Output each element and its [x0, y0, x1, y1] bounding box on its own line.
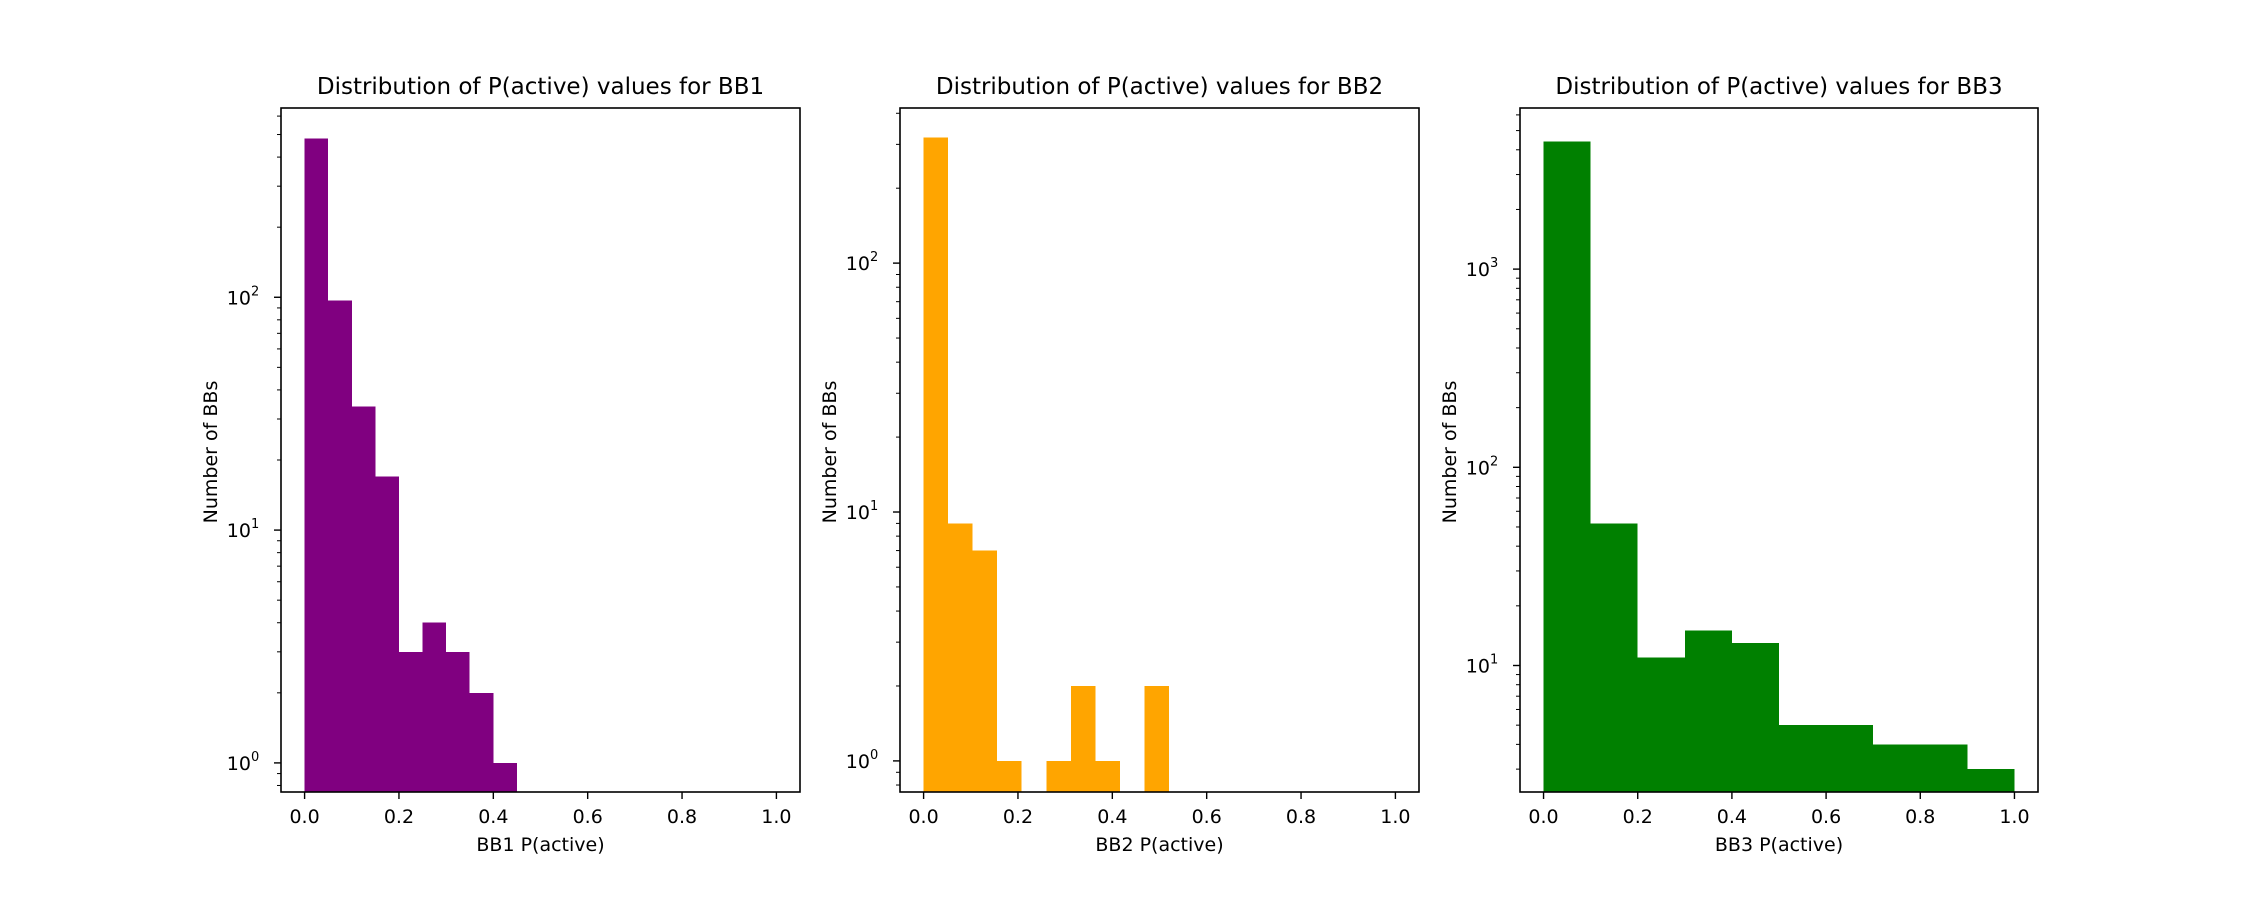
plot-frame: [280, 107, 801, 793]
bars: [923, 137, 1169, 792]
x-tick-label: 0.2: [1623, 806, 1653, 828]
bar-bin-1: [304, 138, 329, 792]
bars: [1543, 141, 2015, 792]
bar-bin-1: [923, 137, 949, 792]
y-tick-label: 103: [1466, 256, 1498, 281]
x-tick-label: 0.2: [384, 806, 414, 828]
bar-bin-2: [328, 300, 352, 792]
bar-bin-6: [1046, 760, 1071, 792]
bar-bin-1: [1543, 141, 1591, 792]
x-tick-label: 0.8: [667, 806, 697, 828]
bars: [304, 138, 517, 792]
chart-title: Distribution of P(active) values for BB2: [936, 74, 1383, 100]
bar-bin-6: [1779, 725, 1827, 792]
bar-bin-7: [1826, 725, 1874, 792]
bar-bin-7: [446, 651, 470, 792]
bar-bin-4: [375, 476, 399, 792]
bar-bin-4: [997, 760, 1022, 792]
y-tick-label: 101: [846, 499, 878, 524]
x-tick-label: 0.6: [1192, 806, 1222, 828]
bar-bin-3: [351, 406, 376, 792]
x-tick-label: 0.4: [1717, 806, 1747, 828]
bar-bin-5: [398, 651, 423, 792]
histogram-panel-2: 0.0 0.2 0.4 0.6 0.8 1.0 100 101 102 Distribution …: [819, 74, 1420, 856]
x-tick-label: 0.4: [478, 806, 508, 828]
histogram-panel-1: 0.0 0.2 0.4 0.6 0.8 1.0 100 101 102 Distribution …: [200, 74, 801, 856]
plot-frame: [1519, 107, 2039, 793]
bar-bin-8: [1095, 760, 1120, 792]
x-tick-label: 0.0: [908, 806, 938, 828]
y-tick-label: 101: [227, 517, 259, 542]
bar-bin-3: [1637, 657, 1685, 792]
x-tick-label: 0.0: [1528, 806, 1558, 828]
bar-bin-2: [948, 523, 973, 792]
y-axis-label: Number of BBs: [1439, 381, 1461, 524]
chart-title: Distribution of P(active) values for BB3: [1555, 74, 2002, 100]
bar-bin-3: [972, 550, 998, 792]
y-tick-label: 101: [1466, 652, 1498, 677]
bar-bin-2: [1590, 523, 1638, 792]
x-tick-label: 0.4: [1097, 806, 1127, 828]
bar-bin-4: [1684, 630, 1732, 792]
bar-bin-8: [1873, 744, 1921, 792]
y-tick-label: 102: [227, 284, 259, 309]
bar-bin-8: [469, 692, 494, 792]
x-tick-label: 0.6: [573, 806, 603, 828]
bar-bin-9: [493, 762, 517, 792]
bar-bin-5: [1731, 642, 1779, 792]
x-tick-label: 1.0: [761, 806, 791, 828]
x-axis-label: BB3 P(active): [1715, 834, 1843, 856]
y-tick-label: 100: [846, 748, 878, 773]
y-axis-label: Number of BBs: [819, 381, 841, 524]
x-tick-label: 0.0: [289, 806, 319, 828]
x-tick-label: 1.0: [1380, 806, 1410, 828]
bar-bin-9: [1920, 744, 1968, 792]
chart-title: Distribution of P(active) values for BB1: [317, 74, 764, 100]
plot-frame: [899, 107, 1420, 793]
x-tick-label: 0.8: [1905, 806, 1935, 828]
bar-bin-7: [1070, 685, 1096, 792]
x-axis-label: BB2 P(active): [1095, 834, 1223, 856]
y-tick-label: 102: [1466, 454, 1498, 479]
y-axis-label: Number of BBs: [200, 381, 222, 524]
y-tick-label: 102: [846, 250, 878, 275]
histogram-panel-3: 0.0 0.2 0.4 0.6 0.8 1.0 101 102 103 Distribution …: [1439, 74, 2039, 856]
x-tick-label: 0.2: [1003, 806, 1033, 828]
bar-bin-10: [1967, 769, 2015, 792]
bar-bin-6: [422, 622, 447, 792]
y-tick-label: 100: [227, 750, 259, 775]
x-tick-label: 0.6: [1811, 806, 1841, 828]
x-tick-label: 1.0: [1999, 806, 2029, 828]
bar-bin-10: [1144, 685, 1169, 792]
x-tick-label: 0.8: [1286, 806, 1316, 828]
x-axis-label: BB1 P(active): [476, 834, 604, 856]
